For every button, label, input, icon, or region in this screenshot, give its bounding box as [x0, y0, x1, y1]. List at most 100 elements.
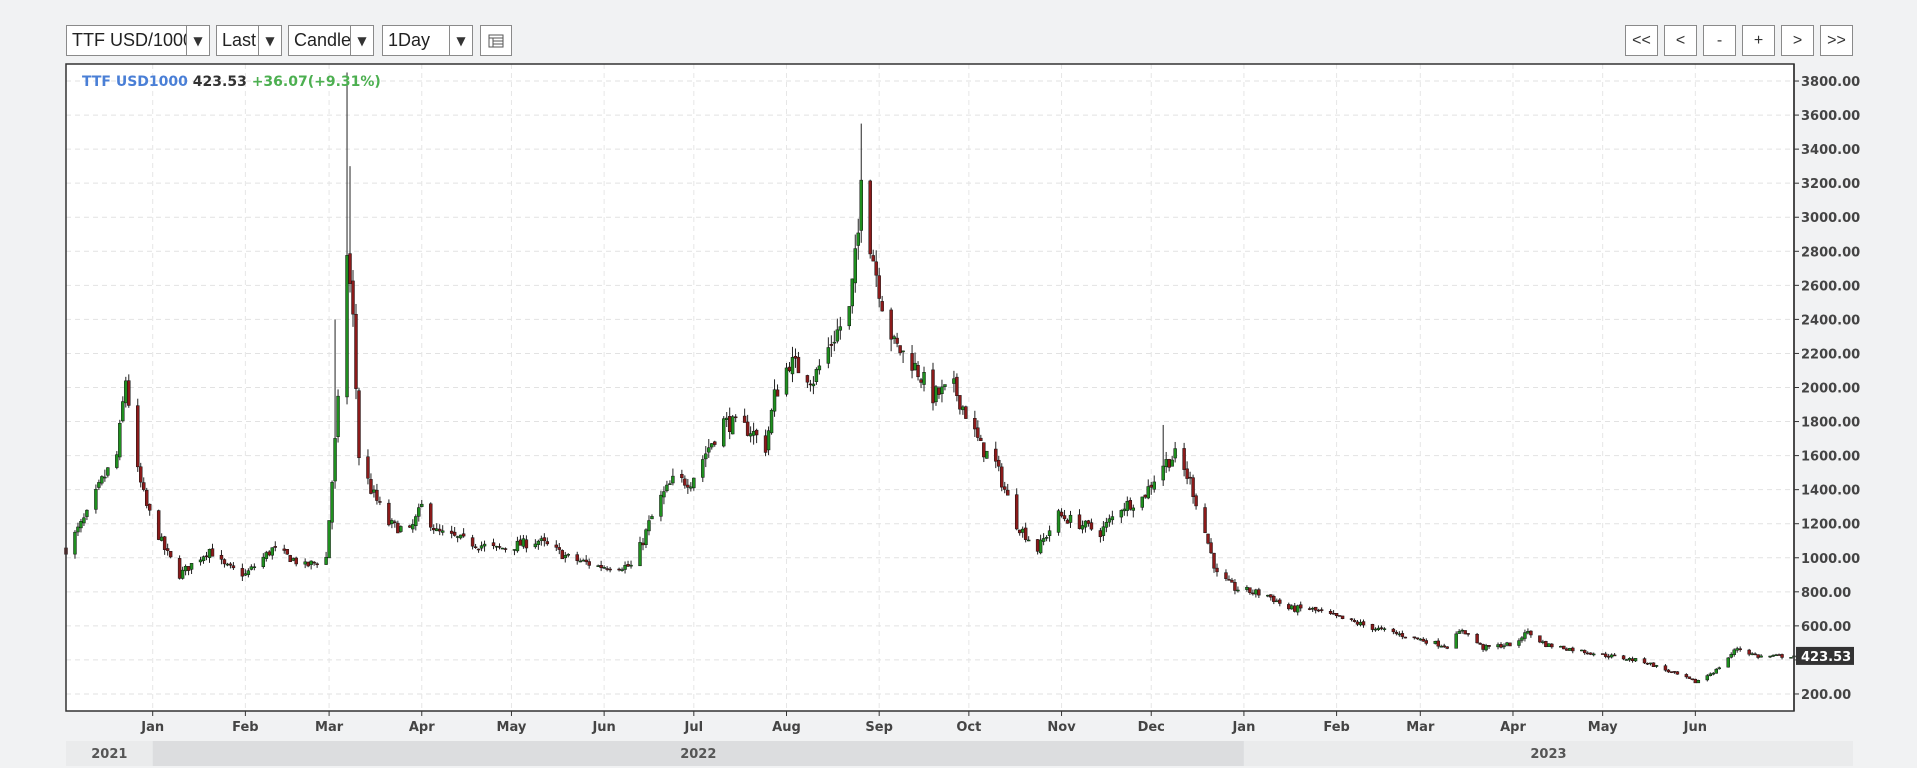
scroll-end-button[interactable]: >> — [1820, 25, 1853, 56]
candle-body[interactable] — [671, 475, 675, 484]
candle-body[interactable] — [1687, 676, 1692, 679]
candle-body[interactable] — [665, 484, 669, 492]
candle-body[interactable] — [769, 409, 774, 434]
candle-body[interactable] — [1774, 654, 1778, 657]
candle-body[interactable] — [1006, 489, 1010, 496]
candle-body[interactable] — [895, 337, 899, 344]
candle-body[interactable] — [1236, 589, 1240, 592]
candle-body[interactable] — [1146, 486, 1150, 499]
candle-body[interactable] — [985, 450, 989, 459]
interval-select[interactable]: 1Day ▼ — [382, 25, 473, 56]
candle-body[interactable] — [476, 548, 481, 551]
chevron-down-icon[interactable]: ▼ — [350, 26, 373, 55]
candle-body[interactable] — [1424, 640, 1428, 644]
candle-body[interactable] — [73, 531, 77, 555]
candle-body[interactable] — [1352, 620, 1357, 622]
candle-body[interactable] — [1014, 494, 1019, 530]
candle-body[interactable] — [1738, 648, 1742, 651]
candle-body[interactable] — [500, 547, 505, 550]
candle-body[interactable] — [288, 555, 292, 563]
candle-body[interactable] — [877, 275, 881, 299]
candle-body[interactable] — [683, 478, 687, 486]
candle-body[interactable] — [1711, 672, 1715, 675]
candle-body[interactable] — [796, 356, 801, 374]
candle-body[interactable] — [1475, 633, 1479, 644]
candle-body[interactable] — [940, 386, 944, 394]
candle-body[interactable] — [1098, 530, 1103, 538]
candle-body[interactable] — [189, 563, 194, 570]
candle-body[interactable] — [1759, 655, 1763, 658]
candle-body[interactable] — [1568, 648, 1572, 651]
candle-body[interactable] — [1152, 481, 1156, 490]
candle-body[interactable] — [934, 386, 938, 403]
candle-body[interactable] — [1182, 448, 1186, 470]
data-table-button[interactable] — [480, 25, 512, 56]
candle-body[interactable] — [1600, 653, 1605, 655]
candle-body[interactable] — [162, 536, 167, 550]
candle-body[interactable] — [440, 530, 445, 533]
candle-body[interactable] — [650, 516, 654, 520]
candle-body[interactable] — [919, 379, 923, 383]
candle-body[interactable] — [733, 416, 738, 419]
candle-body[interactable] — [1445, 646, 1449, 649]
candle-body[interactable] — [659, 494, 663, 517]
candle-body[interactable] — [1298, 604, 1303, 609]
candle-body[interactable] — [1272, 596, 1276, 602]
candle-body[interactable] — [1586, 652, 1590, 655]
scroll-back-button[interactable]: < — [1664, 25, 1697, 56]
candle-body[interactable] — [414, 516, 418, 527]
candle-body[interactable] — [689, 486, 693, 489]
candle-body[interactable] — [817, 365, 822, 371]
candle-body[interactable] — [1603, 653, 1608, 657]
candle-body[interactable] — [647, 520, 651, 532]
candle-body[interactable] — [730, 416, 735, 435]
candle-body[interactable] — [1750, 653, 1754, 655]
candle-body[interactable] — [1529, 630, 1533, 636]
candle-body[interactable] — [751, 431, 756, 436]
candle-body[interactable] — [898, 345, 902, 354]
candle-body[interactable] — [124, 380, 128, 404]
candle-body[interactable] — [1203, 507, 1207, 533]
candle-body[interactable] — [545, 541, 550, 545]
candle-body[interactable] — [1310, 607, 1315, 610]
candle-body[interactable] — [943, 384, 947, 387]
candle-body[interactable] — [1624, 659, 1629, 661]
candle-body[interactable] — [1415, 637, 1420, 640]
candle-body[interactable] — [1215, 567, 1219, 573]
candle-body[interactable] — [1026, 539, 1031, 542]
candle-body[interactable] — [587, 561, 591, 566]
candle-body[interactable] — [1370, 623, 1375, 630]
candle-body[interactable] — [1768, 655, 1772, 658]
candle-body[interactable] — [1541, 641, 1545, 643]
candle-body[interactable] — [372, 489, 376, 493]
candle-body[interactable] — [198, 559, 203, 563]
chevron-down-icon[interactable]: ▼ — [258, 26, 281, 55]
candle-body[interactable] — [333, 438, 337, 482]
candle-body[interactable] — [264, 552, 269, 559]
candle-body[interactable] — [518, 539, 523, 546]
candle-body[interactable] — [784, 367, 789, 395]
candle-body[interactable] — [856, 232, 860, 246]
candle-body[interactable] — [1693, 678, 1698, 684]
scroll-forward-button[interactable]: > — [1781, 25, 1814, 56]
candle-body[interactable] — [378, 501, 382, 503]
candle-body[interactable] — [1505, 642, 1509, 646]
candle-body[interactable] — [790, 357, 795, 375]
candle-body[interactable] — [829, 344, 834, 346]
candle-body[interactable] — [814, 369, 819, 382]
candle-body[interactable] — [103, 476, 107, 479]
candle-body[interactable] — [1349, 618, 1354, 620]
candle-body[interactable] — [805, 375, 810, 383]
candle-body[interactable] — [808, 383, 813, 386]
candle-body[interactable] — [982, 442, 986, 458]
candle-body[interactable] — [1104, 521, 1109, 528]
candle-body[interactable] — [1020, 528, 1025, 533]
candle-body[interactable] — [1499, 644, 1503, 648]
candle-body[interactable] — [958, 395, 962, 410]
candle-body[interactable] — [1194, 495, 1198, 507]
candle-body[interactable] — [1523, 632, 1527, 639]
candle-body[interactable] — [973, 418, 977, 430]
candle-body[interactable] — [1023, 527, 1028, 540]
zoom-out-button[interactable]: - — [1703, 25, 1736, 56]
candle-body[interactable] — [1726, 657, 1730, 668]
